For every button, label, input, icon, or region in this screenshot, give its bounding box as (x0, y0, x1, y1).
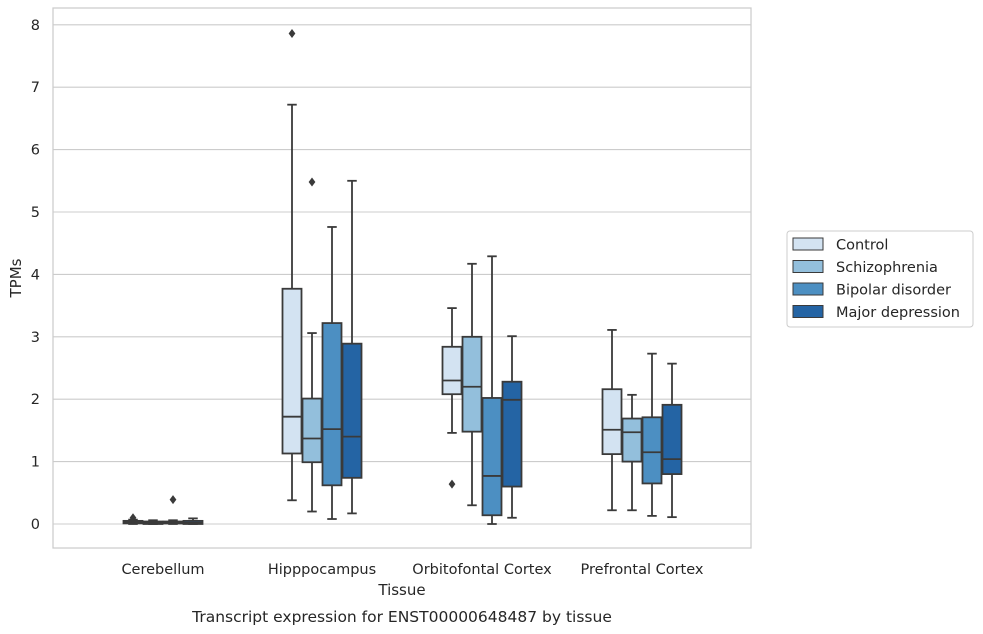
y-tick-label: 2 (31, 392, 40, 408)
box-bipolar-disorder (321, 226, 343, 520)
figure-caption: Transcript expression for ENST0000064848… (191, 608, 612, 626)
legend-label: Schizophrenia (836, 260, 938, 276)
iqr-box (661, 403, 683, 475)
x-axis-title: Tissue (377, 581, 425, 599)
outlier-point (308, 177, 316, 187)
iqr-box (621, 417, 643, 463)
plot-frame (52, 7, 752, 549)
y-tick-label: 3 (31, 330, 40, 346)
box-control (441, 307, 463, 489)
y-tick-label: 6 (31, 143, 40, 159)
legend-label: Control (836, 238, 888, 254)
box-major-depression (501, 335, 523, 519)
box-plots (122, 29, 683, 525)
iqr-box (641, 416, 663, 485)
y-tick-label: 5 (31, 205, 40, 221)
iqr-box (461, 335, 483, 433)
box-control (281, 29, 303, 502)
y-tick-label: 7 (31, 80, 40, 96)
outlier-point (448, 479, 456, 489)
box-schizophrenia (461, 262, 483, 507)
x-tick-labels: Cerebellum Hipppocampus Orbitofontal Corte… (121, 562, 703, 578)
box-schizophrenia (301, 177, 323, 513)
iqr-box (601, 388, 623, 456)
box-bipolar-disorder (162, 495, 184, 525)
x-tick-label: Prefrontal Cortex (581, 562, 704, 578)
outlier-point (129, 515, 137, 525)
legend-label: Major depression (836, 305, 960, 321)
y-tick-label: 0 (31, 517, 40, 533)
y-tick-label: 1 (31, 455, 40, 471)
box-bipolar-disorder (641, 352, 663, 517)
legend-label: Bipolar disorder (836, 283, 951, 299)
y-axis-title: TPMs (7, 258, 25, 298)
iqr-box (481, 397, 503, 517)
iqr-box (321, 322, 343, 487)
legend-swatch (792, 282, 824, 296)
y-tick-labels: 0 1 2 3 4 5 6 7 8 (31, 18, 40, 533)
box-control (122, 513, 144, 525)
iqr-box (441, 345, 463, 396)
y-tick-label: 4 (31, 267, 40, 283)
box-major-depression (182, 517, 204, 525)
box-major-depression (341, 179, 363, 515)
iqr-box (281, 287, 303, 455)
x-tick-label: Hipppocampus (268, 562, 376, 578)
y-tick-label: 8 (31, 18, 40, 34)
outlier-point (288, 29, 296, 39)
legend-swatch (792, 260, 824, 273)
x-tick-label: Orbitofontal Cortex (412, 562, 552, 578)
iqr-box (301, 397, 323, 464)
legend-swatch (792, 305, 824, 318)
iqr-box (341, 342, 363, 479)
x-tick-label: Cerebellum (121, 562, 204, 578)
legend: Control Schizophrenia Bipolar disorder Majo… (786, 230, 974, 328)
outlier-point (169, 495, 177, 505)
box-major-depression (661, 362, 683, 519)
grid-lines (53, 24, 751, 525)
iqr-box (501, 380, 523, 488)
legend-swatch (792, 237, 824, 251)
box-schizophrenia (621, 393, 643, 512)
legend-frame (786, 230, 974, 328)
box-bipolar-disorder (481, 255, 503, 525)
box-schizophrenia (142, 519, 164, 525)
box-control (601, 329, 623, 512)
